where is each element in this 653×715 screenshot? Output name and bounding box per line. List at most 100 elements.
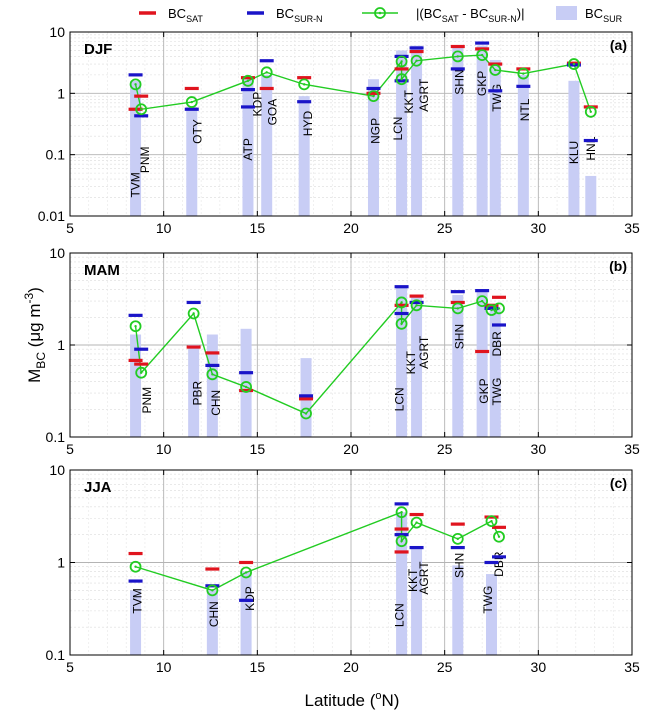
- station-label: LCN: [393, 387, 407, 411]
- diff-point: [410, 516, 423, 529]
- sur-bar: [476, 291, 488, 437]
- station-label: PNM: [138, 146, 152, 173]
- station-label: SHN: [453, 69, 467, 94]
- x-tick-label: 25: [437, 659, 453, 675]
- sur-bar: [486, 574, 497, 655]
- station-label: PBR: [190, 380, 204, 405]
- diff-point: [395, 55, 408, 68]
- sur-bar: [206, 590, 218, 655]
- y-tick-label: 1: [57, 337, 65, 353]
- diff-point: [206, 368, 219, 381]
- sur-bar: [240, 328, 252, 437]
- x-axis-title: Latitude (oN): [305, 690, 400, 710]
- diff-point: [206, 584, 219, 597]
- diff-point: [584, 105, 597, 118]
- legend: BCSAT BCSUR-N |(BCSAT - BCSUR-N)| BCSUR: [139, 6, 623, 24]
- diff-point: [395, 317, 408, 330]
- diff-point: [185, 96, 198, 108]
- station-label: CHN: [207, 601, 221, 627]
- x-tick-label: 30: [531, 441, 547, 457]
- station-label: NTL: [518, 98, 532, 121]
- station-label: HNL: [584, 136, 598, 160]
- sur-bar: [188, 345, 200, 437]
- diff-point: [129, 560, 142, 573]
- station-label: HYD: [301, 111, 315, 137]
- station-label: TWG: [490, 377, 504, 405]
- station-label: AGRT: [417, 335, 431, 369]
- diff-point: [298, 78, 311, 91]
- sur-bar: [452, 45, 464, 217]
- sur-bar: [411, 45, 423, 217]
- diff-point-center: [244, 571, 248, 574]
- panel-season-label: DJF: [84, 41, 112, 58]
- diff-point-center: [400, 301, 403, 304]
- x-tick-label: 10: [156, 441, 172, 457]
- station-label: GKP: [477, 378, 491, 403]
- sur-bar: [130, 80, 142, 217]
- diff-point-center: [589, 110, 592, 113]
- station-label: TWG: [481, 586, 495, 614]
- station-label: DBR: [490, 331, 504, 357]
- diff-point: [129, 78, 142, 91]
- sur-bar: [242, 77, 254, 216]
- diff-point-center: [415, 304, 418, 307]
- sur-bar: [130, 334, 142, 437]
- station-label: LCN: [393, 603, 407, 627]
- panel-season-label: MAM: [84, 262, 120, 279]
- diff-point: [135, 366, 148, 379]
- station-label: OTY: [190, 119, 204, 144]
- diff-point-center: [415, 521, 418, 524]
- diff-point-center: [400, 510, 403, 514]
- x-tick-label: 20: [343, 220, 359, 236]
- x-tick-label: 5: [66, 441, 74, 457]
- diff-point: [410, 54, 423, 67]
- diff-point: [395, 535, 408, 548]
- diff-point-center: [400, 539, 403, 543]
- x-tick-label: 5: [66, 220, 74, 236]
- panel-letter-label: (b): [609, 258, 627, 274]
- diff-point-center: [400, 322, 403, 325]
- diff-point-center: [497, 307, 501, 310]
- diff-point: [395, 73, 408, 86]
- diff-point-center: [497, 535, 501, 538]
- diff-point: [135, 103, 148, 116]
- y-tick-label: 0.1: [46, 147, 66, 163]
- diff-point: [485, 515, 498, 528]
- diff-point: [451, 532, 464, 545]
- sur-bar: [476, 45, 488, 217]
- x-tick-label: 15: [250, 441, 266, 457]
- x-tick-label: 15: [250, 220, 266, 236]
- y-tick-label: 1: [57, 85, 65, 101]
- panel-letter-label: (c): [610, 475, 627, 491]
- diff-point-center: [265, 71, 268, 74]
- diff-point-center: [480, 53, 484, 57]
- x-tick-label: 35: [624, 659, 640, 675]
- diff-point: [367, 90, 380, 103]
- station-label: GKP: [475, 71, 489, 96]
- panel-mam: PNM PBR CHN LCN KKT AGRT SHN GKP DBR TWG 5 10 15 20 25…: [46, 245, 640, 457]
- diff-point: [568, 58, 580, 70]
- diff-point-center: [456, 307, 459, 310]
- x-tick-label: 5: [66, 659, 74, 675]
- diff-point-center: [134, 565, 137, 568]
- station-label: GOA: [265, 99, 279, 126]
- diff-point-center: [211, 589, 214, 592]
- diff-point: [493, 302, 505, 315]
- legend-diff-marker-dot: [378, 11, 382, 15]
- legend-sur-label: BCSUR: [585, 6, 623, 24]
- x-tick-label: 10: [156, 659, 172, 675]
- diff-point-center: [415, 59, 418, 62]
- x-tick-label: 30: [531, 220, 547, 236]
- x-tick-label: 25: [437, 220, 453, 236]
- diff-point: [300, 407, 312, 420]
- diff-point-center: [372, 94, 375, 98]
- sur-bar: [489, 308, 501, 437]
- y-tick-label: 0.01: [38, 208, 65, 224]
- diff-point-center: [302, 83, 306, 86]
- diff-point-center: [134, 83, 137, 86]
- diff-point: [129, 320, 142, 333]
- legend-sur-swatch: [556, 6, 577, 20]
- sur-bar: [261, 74, 273, 216]
- y-tick-label: 10: [49, 24, 65, 40]
